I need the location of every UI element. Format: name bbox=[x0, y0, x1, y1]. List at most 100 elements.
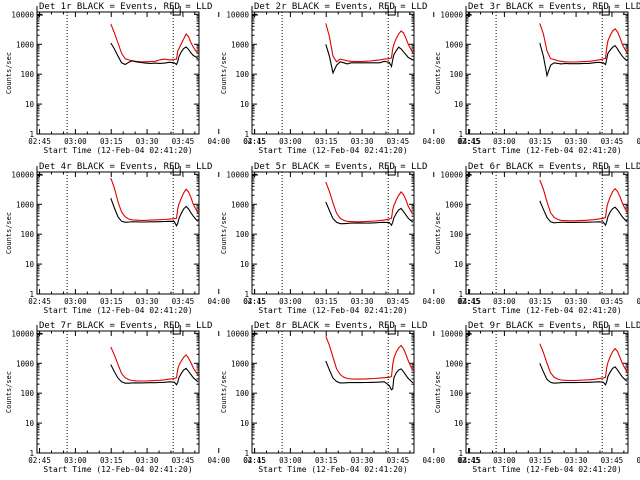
lld-series-line bbox=[325, 181, 414, 223]
y-tick-label: 10000 bbox=[440, 329, 463, 338]
x-tick-label: 03:30 bbox=[565, 297, 588, 306]
x-tick-label: 04:15 bbox=[458, 456, 481, 465]
x-axis-label: Start Time (12-Feb-04 02:41:20) bbox=[472, 146, 621, 155]
marker-box bbox=[387, 325, 396, 335]
x-tick-label: 04:15 bbox=[243, 297, 266, 306]
x-axis-label: Start Time (12-Feb-04 02:41:20) bbox=[472, 465, 621, 474]
events-series-line bbox=[110, 42, 199, 66]
y-tick-label: 10000 bbox=[226, 170, 249, 179]
x-tick-label: 03:00 bbox=[64, 137, 87, 146]
y-axis-label: Counts/sec bbox=[5, 212, 13, 254]
y-tick-label: 10 bbox=[240, 419, 250, 428]
y-tick-label: 10000 bbox=[440, 10, 463, 19]
detector-panel-7r: Det 7r BLACK = Events, RED = LLD Counts/s… bbox=[5, 321, 266, 474]
x-tick-label: 03:00 bbox=[493, 137, 516, 146]
x-tick-label: 03:30 bbox=[351, 456, 374, 465]
detector-panel-8r: Det 8r BLACK = Events, RED = LLD Counts/s… bbox=[220, 321, 481, 474]
x-tick-label: 02:45 bbox=[243, 137, 266, 146]
marker-corner bbox=[36, 6, 43, 16]
detector-panel-6r: Det 6r BLACK = Events, RED = LLD Counts/s… bbox=[434, 162, 640, 315]
x-tick-label: 03:30 bbox=[136, 297, 159, 306]
y-tick-label: 10000 bbox=[226, 10, 249, 19]
events-series-line bbox=[325, 360, 414, 391]
x-tick-label: 03:45 bbox=[172, 137, 195, 146]
x-tick-label: 03:00 bbox=[64, 456, 87, 465]
marker-box bbox=[601, 6, 610, 16]
x-tick-label: 04:00 bbox=[207, 137, 230, 146]
x-tick-label: 03:15 bbox=[529, 137, 552, 146]
marker-corner bbox=[465, 6, 472, 16]
y-tick-label: 100 bbox=[449, 230, 463, 239]
x-tick-label: 04:15 bbox=[243, 456, 266, 465]
marker-box bbox=[172, 6, 181, 16]
x-tick-label: 02:45 bbox=[457, 297, 480, 306]
lld-series-line bbox=[539, 179, 628, 222]
x-tick-label: 02:45 bbox=[28, 137, 51, 146]
y-tick-label: 1000 bbox=[445, 200, 464, 209]
y-tick-label: 100 bbox=[20, 70, 34, 79]
y-tick-label: 1 bbox=[244, 290, 249, 299]
plot-frame bbox=[251, 330, 415, 454]
panel-title: Det 5r BLACK = Events, RED = LLD bbox=[254, 162, 427, 172]
x-tick-label: 04:15 bbox=[458, 137, 481, 146]
x-tick-label: 03:45 bbox=[172, 456, 195, 465]
y-tick-label: 100 bbox=[20, 389, 34, 398]
x-tick-label: 02:45 bbox=[243, 456, 266, 465]
y-axis-label: Counts/sec bbox=[434, 371, 442, 413]
y-tick-label: 100 bbox=[235, 389, 249, 398]
plot-frame bbox=[465, 171, 629, 295]
detector-panel-5r: Det 5r BLACK = Events, RED = LLD Counts/s… bbox=[220, 162, 481, 315]
panel-title: Det 2r BLACK = Events, RED = LLD bbox=[254, 2, 427, 12]
x-tick-label: 02:45 bbox=[243, 297, 266, 306]
y-axis-label: Counts/sec bbox=[220, 52, 228, 94]
y-tick-label: 100 bbox=[235, 70, 249, 79]
y-tick-label: 1 bbox=[458, 290, 463, 299]
x-tick-label: 03:45 bbox=[601, 297, 624, 306]
y-axis-label: Counts/sec bbox=[5, 371, 13, 413]
detector-panel-3r: Det 3r BLACK = Events, RED = LLD Counts/s… bbox=[434, 2, 640, 155]
x-tick-label: 04:00 bbox=[422, 297, 445, 306]
panel-title: Det 9r BLACK = Events, RED = LLD bbox=[468, 321, 640, 331]
y-tick-label: 1000 bbox=[16, 200, 35, 209]
x-axis-label: Start Time (12-Feb-04 02:41:20) bbox=[43, 306, 192, 315]
panel-title: Det 7r BLACK = Events, RED = LLD bbox=[39, 321, 212, 331]
lld-series-line bbox=[110, 346, 199, 382]
y-axis-label: Counts/sec bbox=[220, 371, 228, 413]
x-axis-label: Start Time (12-Feb-04 02:41:20) bbox=[43, 146, 192, 155]
events-series-line bbox=[539, 42, 628, 78]
events-series-line bbox=[110, 364, 199, 386]
y-tick-label: 1000 bbox=[16, 359, 35, 368]
x-tick-label: 03:00 bbox=[279, 297, 302, 306]
x-tick-label: 02:45 bbox=[457, 456, 480, 465]
y-tick-label: 1 bbox=[29, 130, 34, 139]
panel-title: Det 6r BLACK = Events, RED = LLD bbox=[468, 162, 640, 172]
y-tick-label: 1000 bbox=[231, 200, 250, 209]
y-tick-label: 10 bbox=[454, 260, 464, 269]
y-tick-label: 1000 bbox=[231, 359, 250, 368]
y-tick-label: 1 bbox=[29, 290, 34, 299]
y-tick-label: 10 bbox=[25, 260, 35, 269]
panel-title: Det 3r BLACK = Events, RED = LLD bbox=[468, 2, 640, 12]
x-tick-label: 03:00 bbox=[493, 456, 516, 465]
x-tick-label: 03:15 bbox=[100, 297, 123, 306]
marker-corner bbox=[251, 166, 258, 176]
x-axis-label: Start Time (12-Feb-04 02:41:20) bbox=[258, 465, 407, 474]
y-tick-label: 1000 bbox=[445, 359, 464, 368]
x-tick-label: 04:15 bbox=[458, 297, 481, 306]
x-tick-label: 03:30 bbox=[565, 456, 588, 465]
y-tick-label: 10 bbox=[454, 100, 464, 109]
x-axis-label: Start Time (12-Feb-04 02:41:20) bbox=[43, 465, 192, 474]
detector-panel-9r: Det 9r BLACK = Events, RED = LLD Counts/s… bbox=[434, 321, 640, 474]
x-tick-label: 03:00 bbox=[279, 456, 302, 465]
x-tick-label: 03:00 bbox=[64, 297, 87, 306]
panel-title: Det 1r BLACK = Events, RED = LLD bbox=[39, 2, 212, 12]
x-tick-label: 03:45 bbox=[172, 297, 195, 306]
y-tick-label: 10000 bbox=[11, 10, 34, 19]
x-tick-label: 03:45 bbox=[387, 137, 410, 146]
y-tick-label: 100 bbox=[20, 230, 34, 239]
marker-corner bbox=[251, 325, 258, 335]
plot-frame bbox=[465, 11, 629, 135]
x-tick-label: 04:00 bbox=[422, 137, 445, 146]
y-tick-label: 10000 bbox=[440, 170, 463, 179]
y-tick-label: 1000 bbox=[231, 40, 250, 49]
